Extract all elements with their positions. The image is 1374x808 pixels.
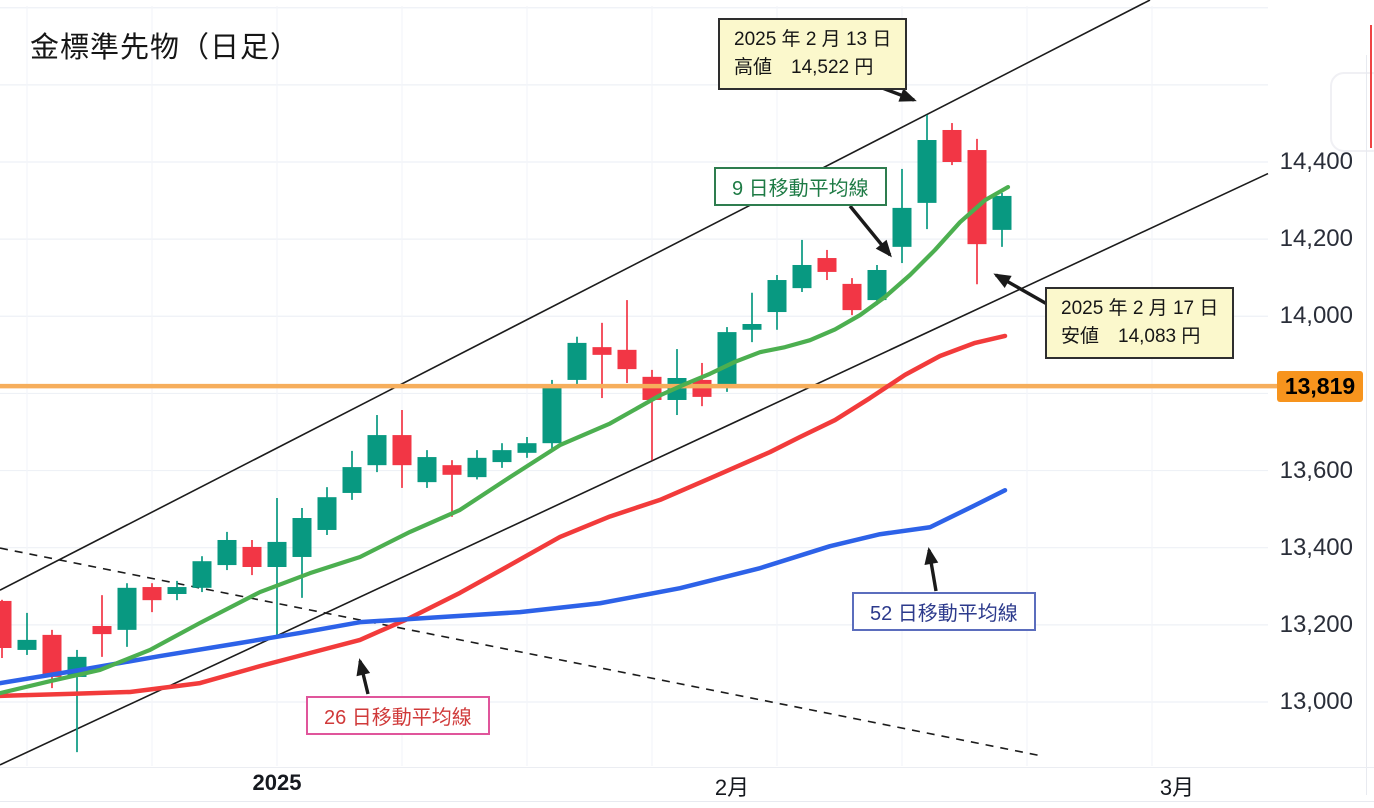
candle-up <box>167 587 187 594</box>
time-axis-label: 2025 <box>252 770 302 795</box>
candle-down <box>242 546 262 567</box>
price-axis-label: 13,400 <box>1279 533 1353 561</box>
low-annotation-price: 安値 14,083 円 <box>1061 326 1201 347</box>
candle-down <box>592 347 612 355</box>
candle-up <box>892 207 912 247</box>
low-annotation-box: 2025 年 2 月 17 日 安値 14,083 円 <box>1045 287 1235 359</box>
candle-up <box>917 140 937 203</box>
candle-up <box>867 269 887 301</box>
candle-up <box>117 587 137 630</box>
price-axis-label: 13,200 <box>1279 610 1353 638</box>
high-annotation-price: 高値 14,522 円 <box>734 57 874 78</box>
ma9-line <box>0 184 1011 696</box>
price-axis-label: 13,000 <box>1279 687 1353 715</box>
scroll-range-marker <box>1370 25 1372 148</box>
high-annotation-box: 2025 年 2 月 13 日 高値 14,522 円 <box>718 18 908 90</box>
candle-down <box>817 258 837 272</box>
candle-up <box>567 342 587 380</box>
candle-up <box>292 518 312 557</box>
candle-up <box>492 450 512 463</box>
toolbar-ghost-button[interactable] <box>1330 72 1374 152</box>
candle-up <box>417 457 437 483</box>
ma26-label-box: 26 日移動平均線 <box>306 696 490 735</box>
ma9-label-box: 9 日移動平均線 <box>714 167 887 206</box>
candle-down <box>442 465 462 475</box>
page-bottom-border <box>0 801 1374 802</box>
candle-up <box>317 497 337 530</box>
price-axis-label: 14,400 <box>1279 148 1353 175</box>
candle-down <box>42 634 62 677</box>
ma52-line <box>0 487 1008 686</box>
ma26-line <box>0 333 1008 699</box>
candle-up <box>267 541 287 567</box>
dashed-trendline <box>0 547 1041 757</box>
candle-up <box>367 435 387 466</box>
candle-down <box>967 150 987 245</box>
time-axis-label: 3月 <box>1159 775 1195 800</box>
current-price-badge: 13,819 <box>1277 371 1363 402</box>
price-axis-label: 14,000 <box>1279 302 1353 330</box>
candle-up <box>192 561 212 588</box>
candle-down <box>692 379 712 397</box>
price-axis-border <box>1366 55 1367 795</box>
candle-up <box>17 639 37 650</box>
channel-trendline <box>0 172 1269 766</box>
candle-down <box>0 600 12 648</box>
candle-up <box>217 539 237 566</box>
price-axis-label: 14,200 <box>1279 225 1353 253</box>
candle-up <box>542 384 562 444</box>
candle-up <box>517 443 537 453</box>
candle-up <box>342 467 362 493</box>
candle-up <box>767 280 787 313</box>
page-title: 金標準先物（日足） <box>30 32 301 64</box>
time-axis-border <box>0 767 1374 768</box>
time-axis-label: 2月 <box>714 775 750 800</box>
candle-down <box>842 283 862 311</box>
low-annotation-date: 2025 年 2 月 17 日 <box>1061 298 1219 319</box>
high-annotation-date: 2025 年 2 月 13 日 <box>734 29 892 50</box>
candle-up <box>742 323 762 330</box>
ma52-label-box: 52 日移動平均線 <box>852 592 1036 631</box>
candle-down <box>92 626 112 635</box>
candle-down <box>942 129 962 162</box>
candle-up <box>467 457 487 478</box>
candle-up <box>992 195 1012 230</box>
price-axis-label: 13,600 <box>1279 456 1353 484</box>
candle-down <box>642 376 662 400</box>
candle-down <box>617 349 637 370</box>
candle-down <box>392 435 412 466</box>
candle-up <box>792 264 812 289</box>
candle-down <box>142 587 162 601</box>
channel-trendline <box>0 0 1151 591</box>
candle-up <box>717 332 737 389</box>
